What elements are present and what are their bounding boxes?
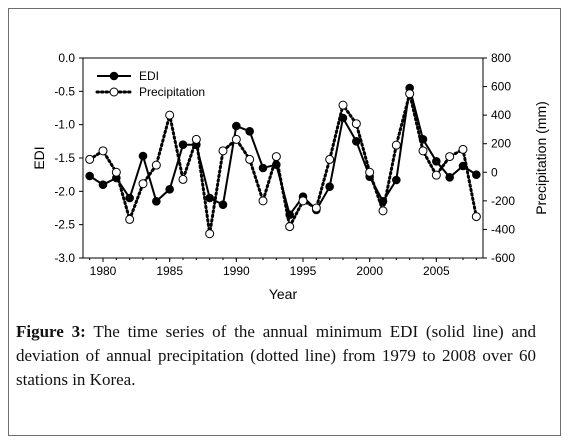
precipitation-point xyxy=(111,167,121,177)
precipitation-point xyxy=(258,196,268,206)
edi-point xyxy=(445,173,454,182)
edi-point xyxy=(325,182,334,191)
edi-point xyxy=(392,175,401,185)
y2-tick-label: 200 xyxy=(491,137,511,151)
y-tick-label: -0.5 xyxy=(54,84,75,98)
edi-point xyxy=(85,171,94,181)
y-tick-label: -1.0 xyxy=(54,118,75,132)
x-tick-label-2000: 2000 xyxy=(356,264,383,278)
figure-frame xyxy=(8,8,561,436)
edi-point xyxy=(138,151,148,161)
edi-point xyxy=(218,200,228,209)
edi-point xyxy=(352,137,361,146)
precipitation-point xyxy=(351,119,361,129)
precipitation-point xyxy=(138,179,148,189)
edi-point xyxy=(178,140,188,149)
y-tick-label: -2.5 xyxy=(54,218,75,232)
precipitation-point xyxy=(418,146,428,156)
precipitation-point xyxy=(445,152,455,162)
precipitation-point xyxy=(471,212,481,222)
y-tick-label: -2.0 xyxy=(54,184,75,198)
edi-point xyxy=(98,180,108,189)
precipitation-point xyxy=(218,146,228,156)
edi-point xyxy=(338,113,348,123)
precipitation-point xyxy=(231,134,241,144)
series-line-precipitation xyxy=(88,93,478,234)
precipitation-point xyxy=(271,152,281,162)
edi-point xyxy=(418,135,428,144)
precipitation-point xyxy=(125,214,135,224)
x-tick-label-1985: 1985 xyxy=(156,264,183,278)
y2-tick-label: 0 xyxy=(491,165,498,179)
precipitation-point xyxy=(298,196,308,206)
precipitation-point xyxy=(365,167,375,177)
edi-point xyxy=(125,193,134,203)
precipitation-point xyxy=(431,170,441,180)
x-tick-label-2005: 2005 xyxy=(423,264,450,278)
edi-point xyxy=(378,197,388,206)
precipitation-point xyxy=(405,89,415,99)
y2-tick-label: 400 xyxy=(491,108,511,122)
edi-point xyxy=(232,121,241,131)
caption-text: The time series of the annual minimum ED… xyxy=(16,322,536,389)
edi-point xyxy=(285,210,294,219)
x-tick-label-1995: 1995 xyxy=(290,264,317,278)
precipitation-point xyxy=(391,140,401,150)
y-axis-label: EDI xyxy=(31,146,47,169)
precipitation-point xyxy=(98,146,108,156)
edi-point xyxy=(432,157,441,166)
edi-point xyxy=(152,197,161,206)
edi-point xyxy=(272,160,281,169)
edi-point xyxy=(165,185,174,194)
y-tick-label: 0.0 xyxy=(58,51,75,65)
precipitation-point xyxy=(325,154,335,164)
precipitation-point xyxy=(165,110,175,120)
x-tick-label-1990: 1990 xyxy=(223,264,250,278)
caption-label: Figure 3: xyxy=(16,322,86,341)
edi-point xyxy=(458,161,468,171)
precipitation-point xyxy=(191,134,201,144)
legend-label-precipitation: Precipitation xyxy=(139,85,205,99)
precipitation-point xyxy=(205,229,215,239)
figure-caption: Figure 3: The time series of the annual … xyxy=(16,320,536,392)
edi-point xyxy=(472,170,481,179)
y2-tick-label: -200 xyxy=(491,194,515,208)
precipitation-point xyxy=(151,160,161,170)
y-tick-label: -1.5 xyxy=(54,151,75,165)
y2-tick-label: -600 xyxy=(491,251,515,265)
legend-label-edi: EDI xyxy=(139,69,159,83)
precipitation-point xyxy=(245,154,255,164)
edi-point xyxy=(205,193,214,203)
precipitation-point xyxy=(285,222,295,232)
y2-axis-label: Precipitation (mm) xyxy=(533,101,549,215)
y-tick-label: -3.0 xyxy=(54,251,75,265)
y2-tick-label: 800 xyxy=(491,51,511,65)
precipitation-point xyxy=(178,174,188,184)
y2-tick-label: 600 xyxy=(491,80,511,94)
plot-area: 1980 1985 1990 1995 2000 20050.0-0.5-1.0-1.5-… xyxy=(31,51,549,302)
x-axis-label: Year xyxy=(269,286,298,302)
y2-tick-label: -400 xyxy=(491,222,515,236)
precipitation-point xyxy=(378,206,388,216)
legend-marker-precipitation xyxy=(109,87,119,97)
edi-point xyxy=(245,127,254,136)
precipitation-point xyxy=(338,100,348,110)
precipitation-point xyxy=(311,203,321,213)
legend-marker-edi xyxy=(109,71,119,81)
edi-point xyxy=(258,163,268,173)
precipitation-point xyxy=(85,154,95,164)
precipitation-point xyxy=(458,144,468,154)
x-tick-label-1980: 1980 xyxy=(90,264,117,278)
